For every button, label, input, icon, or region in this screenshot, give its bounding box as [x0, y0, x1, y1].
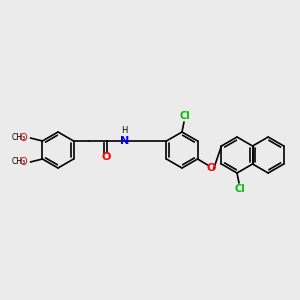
Text: N: N [120, 136, 129, 146]
Text: O: O [20, 133, 27, 143]
Text: O: O [207, 163, 216, 173]
Text: O: O [102, 152, 111, 162]
Text: CH₃: CH₃ [11, 134, 26, 142]
Text: Cl: Cl [235, 184, 245, 194]
Text: H: H [122, 126, 128, 135]
Text: CH₃: CH₃ [11, 158, 26, 166]
Text: Cl: Cl [180, 111, 190, 121]
Text: O: O [20, 157, 27, 167]
